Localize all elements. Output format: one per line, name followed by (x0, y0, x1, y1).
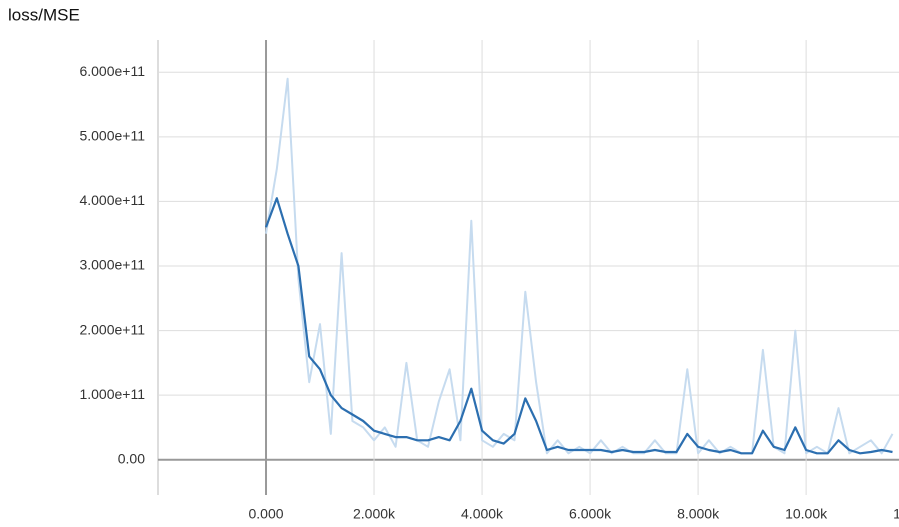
y-tick-label: 4.000e+11 (79, 192, 145, 208)
x-tick-label: 2.000k (353, 506, 396, 522)
series-line (265, 77, 894, 455)
x-tick-label: 8.000k (677, 506, 720, 522)
y-tick-label: 2.000e+11 (79, 321, 145, 337)
y-tick-label: 5.000e+11 (79, 128, 145, 144)
x-tick-label: 0.000 (248, 506, 283, 522)
series-line (264, 197, 893, 455)
x-tick-label: 6.000k (569, 506, 612, 522)
y-tick-label: 0.00 (118, 450, 145, 466)
x-tick-label: 12.00k (893, 506, 899, 522)
y-tick-label: 3.000e+11 (79, 257, 145, 273)
chart-title: loss/MSE (8, 5, 80, 24)
y-tick-label: 6.000e+11 (79, 63, 145, 79)
x-tick-label: 4.000k (461, 506, 504, 522)
x-tick-label: 10.00k (785, 506, 828, 522)
y-tick-label: 1.000e+11 (79, 386, 145, 402)
